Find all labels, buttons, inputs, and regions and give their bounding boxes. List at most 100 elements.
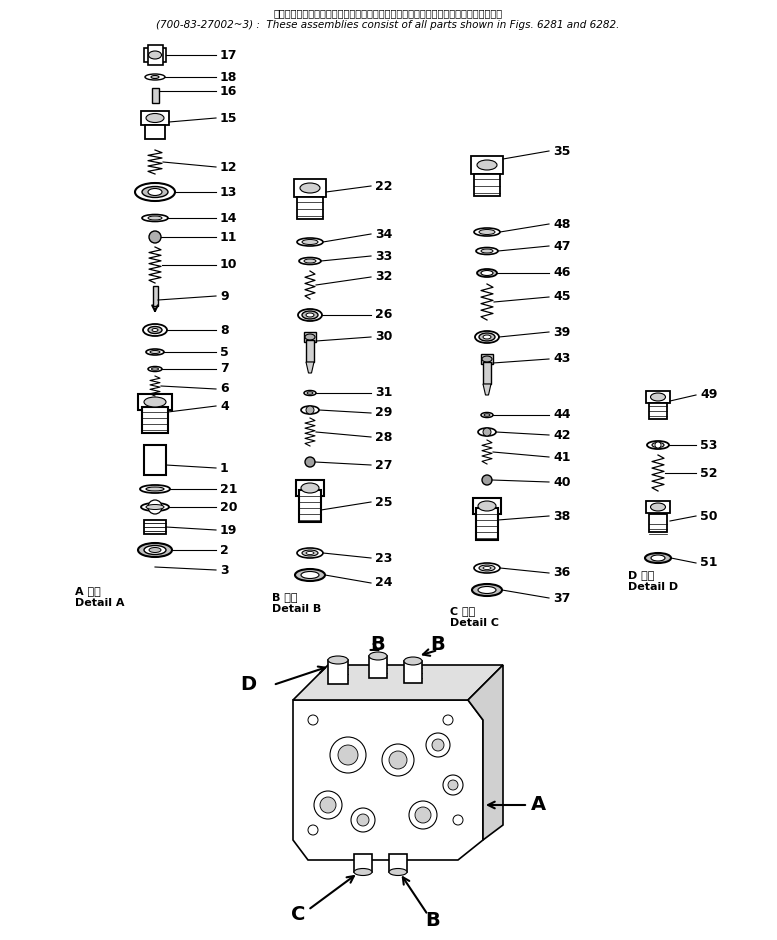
Ellipse shape — [481, 271, 493, 275]
Ellipse shape — [645, 553, 671, 563]
Ellipse shape — [478, 587, 496, 593]
Ellipse shape — [652, 443, 664, 447]
Circle shape — [308, 825, 318, 835]
Ellipse shape — [404, 657, 422, 665]
Text: 34: 34 — [375, 227, 392, 241]
Bar — [144, 520, 166, 534]
Text: 47: 47 — [553, 240, 570, 253]
Circle shape — [426, 733, 450, 757]
Bar — [141, 111, 169, 125]
Text: D 詳細: D 詳細 — [628, 570, 654, 580]
Text: A 詳細: A 詳細 — [75, 586, 101, 596]
Ellipse shape — [304, 390, 316, 396]
Circle shape — [351, 808, 375, 832]
Bar — [148, 45, 162, 65]
Polygon shape — [306, 362, 314, 373]
Text: 13: 13 — [220, 185, 238, 198]
Text: これらのアセンブリの構成部品は図６２８１図および図６２８２図の部品を含みます。: これらのアセンブリの構成部品は図６２８１図および図６２８２図の部品を含みます。 — [274, 8, 503, 18]
Circle shape — [482, 475, 492, 485]
Ellipse shape — [146, 487, 164, 491]
Ellipse shape — [300, 183, 320, 193]
Text: 48: 48 — [553, 217, 570, 230]
Circle shape — [305, 457, 315, 467]
Ellipse shape — [143, 324, 167, 336]
Ellipse shape — [479, 333, 495, 341]
Ellipse shape — [389, 869, 407, 875]
Ellipse shape — [647, 441, 669, 449]
Circle shape — [443, 775, 463, 795]
Ellipse shape — [304, 259, 316, 263]
Bar — [649, 514, 667, 532]
Circle shape — [432, 739, 444, 751]
Ellipse shape — [306, 552, 314, 555]
Bar — [144, 445, 166, 475]
Ellipse shape — [148, 326, 162, 334]
Bar — [369, 656, 387, 678]
Ellipse shape — [479, 565, 495, 571]
Text: 46: 46 — [553, 267, 570, 279]
Text: 27: 27 — [375, 459, 392, 472]
Ellipse shape — [650, 503, 665, 511]
Ellipse shape — [148, 216, 162, 220]
Bar — [297, 197, 323, 219]
Circle shape — [409, 801, 437, 829]
Ellipse shape — [354, 869, 372, 875]
Text: 31: 31 — [375, 386, 392, 400]
Text: 36: 36 — [553, 567, 570, 579]
Ellipse shape — [306, 313, 314, 317]
Ellipse shape — [301, 406, 319, 414]
Text: 4: 4 — [220, 400, 228, 413]
Text: 19: 19 — [220, 524, 238, 537]
Bar — [294, 179, 326, 197]
Text: 15: 15 — [220, 112, 238, 124]
Text: 21: 21 — [220, 482, 238, 495]
Text: 28: 28 — [375, 431, 392, 444]
Bar — [471, 156, 503, 174]
Text: A: A — [531, 795, 545, 814]
Bar — [304, 332, 316, 342]
Text: C 詳細: C 詳細 — [450, 606, 476, 616]
Bar — [646, 391, 670, 403]
Text: C: C — [291, 905, 305, 925]
Text: 39: 39 — [553, 325, 570, 338]
Bar — [152, 87, 159, 102]
Circle shape — [306, 406, 314, 414]
Ellipse shape — [369, 652, 387, 660]
Bar — [306, 340, 314, 362]
Bar — [296, 480, 324, 496]
Ellipse shape — [148, 51, 162, 59]
Circle shape — [448, 780, 458, 790]
Ellipse shape — [141, 503, 169, 511]
Bar — [404, 661, 422, 683]
Text: 24: 24 — [375, 576, 392, 589]
Ellipse shape — [483, 567, 491, 570]
Text: 52: 52 — [700, 466, 717, 479]
Ellipse shape — [650, 393, 665, 401]
Circle shape — [382, 744, 414, 776]
Ellipse shape — [482, 356, 492, 362]
Text: 35: 35 — [553, 145, 570, 158]
Bar — [389, 854, 407, 872]
Ellipse shape — [474, 228, 500, 236]
Ellipse shape — [152, 328, 158, 332]
Bar — [649, 403, 667, 419]
Circle shape — [308, 715, 318, 725]
Ellipse shape — [301, 572, 319, 578]
Text: B: B — [430, 635, 445, 654]
Text: 3: 3 — [220, 563, 228, 576]
Text: 40: 40 — [553, 476, 570, 489]
Bar — [144, 48, 166, 62]
Ellipse shape — [651, 555, 665, 561]
Text: 1: 1 — [220, 462, 228, 475]
Bar — [474, 174, 500, 196]
Text: 43: 43 — [553, 352, 570, 366]
Bar — [138, 394, 172, 410]
Bar — [145, 125, 165, 139]
Bar — [483, 362, 491, 384]
Bar — [646, 501, 670, 513]
Ellipse shape — [140, 485, 170, 493]
Text: 18: 18 — [220, 70, 238, 84]
Ellipse shape — [142, 186, 168, 197]
Text: 42: 42 — [553, 429, 570, 442]
Circle shape — [357, 814, 369, 826]
